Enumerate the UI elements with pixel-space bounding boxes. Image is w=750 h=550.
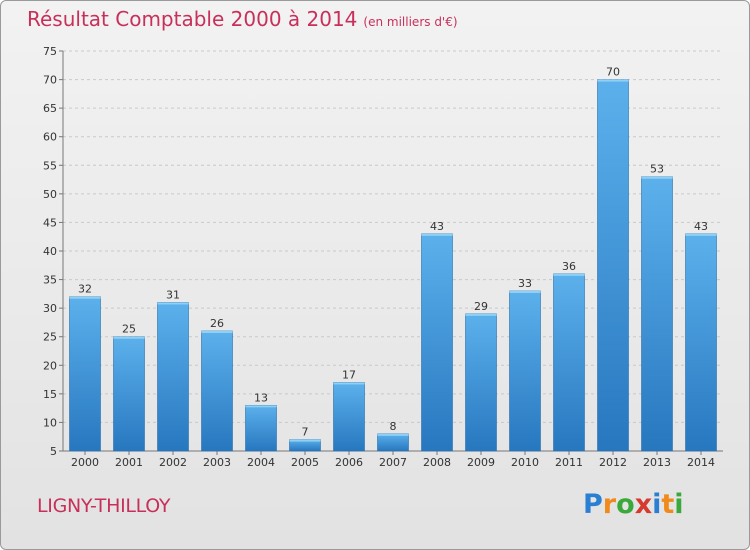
proxiti-logo: Proxiti [583, 489, 684, 520]
data-label-2011: 36 [562, 260, 576, 273]
x-tick-label-2003: 2003 [203, 456, 231, 469]
bar-highlight-2012 [597, 79, 629, 82]
bar-highlight-2003 [201, 331, 233, 333]
data-label-2006: 17 [342, 368, 356, 381]
commune-name: LIGNY-THILLOY [37, 495, 171, 517]
bar-highlight-2006 [333, 382, 365, 385]
x-tick-label-2012: 2012 [599, 456, 627, 469]
bar-2014 [685, 233, 717, 452]
bar-2001 [113, 336, 145, 452]
logo-letter: r [602, 489, 617, 520]
x-tick-label-2006: 2006 [335, 456, 363, 469]
x-tick-label-2008: 2008 [423, 456, 451, 469]
bar-2010 [509, 290, 541, 452]
x-tick-label-2010: 2010 [511, 456, 539, 469]
bar-2013 [641, 176, 673, 452]
bar-highlight-2005 [289, 439, 321, 442]
chart-title: Résultat Comptable 2000 à 2014 (en millie… [27, 7, 458, 31]
bar-2011 [553, 273, 585, 452]
bar-highlight-2011 [553, 273, 585, 276]
y-tick-label: 50 [43, 188, 57, 201]
y-tick-label: 25 [43, 331, 57, 344]
logo-letter: t [661, 489, 675, 520]
y-tick-label: 70 [43, 74, 57, 87]
data-label-2005: 7 [302, 426, 309, 439]
bar-highlight-2009 [465, 313, 497, 316]
y-tick-label: 15 [43, 388, 57, 401]
x-tick-label-2009: 2009 [467, 456, 495, 469]
bar-2006 [333, 382, 365, 452]
x-tick-label-2014: 2014 [687, 456, 715, 469]
bar-2004 [245, 404, 277, 452]
bar-2012 [597, 79, 629, 452]
logo-letter: i [674, 489, 684, 520]
chart-subtitle: (en milliers d'€) [363, 15, 458, 29]
data-label-2003: 26 [210, 317, 224, 330]
y-tick-label: 5 [50, 445, 57, 458]
bar-2003 [201, 330, 233, 452]
x-tick-label-2011: 2011 [555, 456, 583, 469]
y-tick-label: 10 [43, 416, 57, 429]
bar-2007 [377, 433, 409, 452]
logo-letter: i [652, 489, 662, 520]
bar-layer: 32 25 31 26 13 7 17 8 43 29 33 36 70 53 43 [69, 66, 717, 452]
data-label-2013: 53 [650, 163, 664, 176]
data-label-2008: 43 [430, 220, 444, 233]
y-tick-label: 55 [43, 159, 57, 172]
logo-letter: x [634, 489, 653, 520]
x-tick-label-2001: 2001 [115, 456, 143, 469]
y-tick-label: 35 [43, 274, 57, 287]
y-tick-label: 60 [43, 131, 57, 144]
data-label-2000: 32 [78, 283, 92, 296]
bar-highlight-2000 [69, 296, 101, 299]
axis-layer: 5 10 15 20 25 30 35 40 45 50 55 60 65 70 75 2000 2001 200… [43, 45, 723, 469]
y-tick-label: 75 [43, 45, 57, 58]
x-tick-label-2002: 2002 [159, 456, 187, 469]
bar-highlight-2008 [421, 233, 453, 236]
bar-highlight-2007 [377, 433, 409, 436]
data-label-2014: 43 [694, 220, 708, 233]
bar-highlight-2010 [509, 291, 541, 293]
x-tick-label-2007: 2007 [379, 456, 407, 469]
bar-highlight-2001 [113, 336, 145, 339]
bar-highlight-2014 [685, 233, 717, 236]
logo-letter: o [616, 489, 635, 520]
x-tick-label-2000: 2000 [71, 456, 99, 469]
bar-2008 [421, 233, 453, 452]
chart-title-main: Résultat Comptable 2000 à 2014 [27, 7, 358, 31]
data-label-2010: 33 [518, 277, 532, 290]
bar-2009 [465, 313, 497, 452]
y-tick-label: 45 [43, 216, 57, 229]
y-tick-label: 40 [43, 245, 57, 258]
bar-highlight-2004 [245, 405, 277, 408]
bar-highlight-2002 [157, 302, 189, 305]
y-tick-label: 20 [43, 359, 57, 372]
x-tick-label-2013: 2013 [643, 456, 671, 469]
bar-2000 [69, 296, 101, 452]
bar-2002 [157, 302, 189, 452]
bar-highlight-2013 [641, 176, 673, 179]
data-label-2012: 70 [606, 66, 620, 79]
y-tick-label: 65 [43, 102, 57, 115]
logo-letter: P [583, 489, 603, 520]
y-tick-label: 30 [43, 302, 57, 315]
data-label-2001: 25 [122, 323, 136, 336]
data-label-2004: 13 [254, 391, 268, 404]
x-tick-label-2005: 2005 [291, 456, 319, 469]
data-label-2002: 31 [166, 288, 180, 301]
data-label-2007: 8 [390, 420, 397, 433]
x-tick-label-2004: 2004 [247, 456, 275, 469]
data-label-2009: 29 [474, 300, 488, 313]
